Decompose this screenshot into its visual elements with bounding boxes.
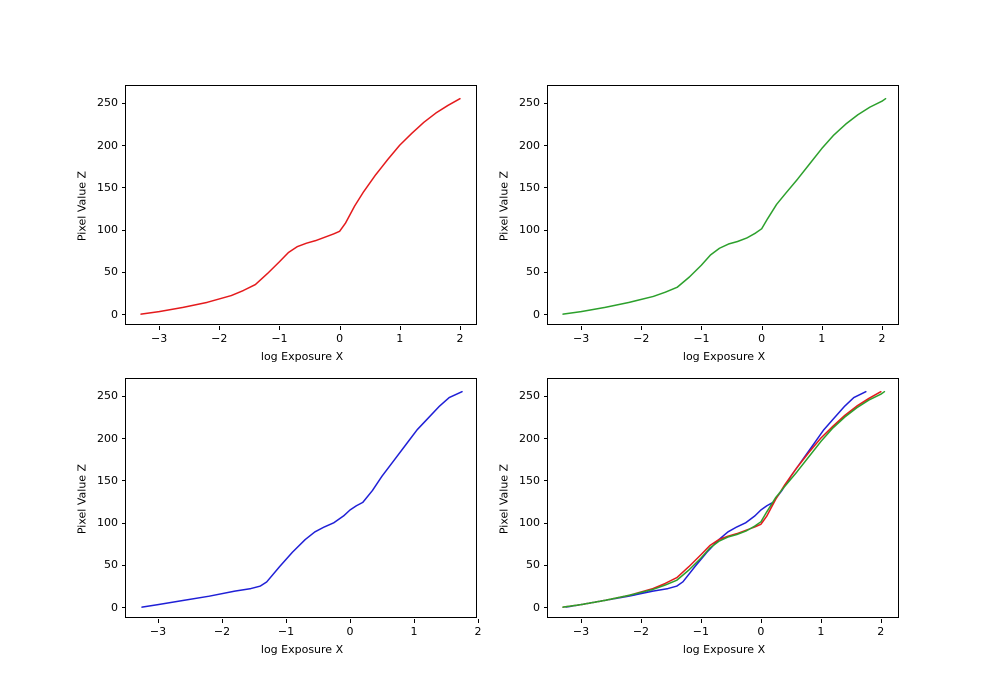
tick-mark [350, 619, 351, 623]
x-tick-label: −1 [693, 625, 709, 638]
tick-mark [414, 619, 415, 623]
tick-mark [581, 619, 582, 623]
x-tick-label: 0 [347, 625, 354, 638]
y-axis-label: Pixel Value Z [498, 464, 511, 534]
series-red-channel [141, 99, 460, 314]
x-tick-label: 2 [878, 332, 885, 345]
y-tick-label: 0 [533, 601, 540, 614]
x-tick-label: 0 [758, 332, 765, 345]
y-tick-label: 100 [97, 516, 118, 529]
series-blue-channel [142, 392, 462, 607]
plot-area [548, 379, 900, 619]
tick-mark [641, 619, 642, 623]
x-axis-label: log Exposure X [261, 643, 343, 656]
series-green-channel [563, 99, 886, 314]
x-tick-label: −2 [633, 625, 649, 638]
y-tick-label: 100 [97, 223, 118, 236]
tick-mark [701, 619, 702, 623]
x-tick-label: 0 [336, 332, 343, 345]
y-tick-label: 0 [111, 308, 118, 321]
y-tick-label: 150 [519, 474, 540, 487]
x-tick-label: −1 [693, 332, 709, 345]
tick-mark [286, 619, 287, 623]
y-axis-label: Pixel Value Z [76, 171, 89, 241]
y-tick-label: 250 [97, 389, 118, 402]
tick-mark [701, 326, 702, 330]
panel-green: 050100150200250−3−2−1012Pixel Value Zlog… [547, 85, 899, 325]
x-tick-label: −1 [278, 625, 294, 638]
figure: 050100150200250−3−2−1012Pixel Value Zlog… [0, 0, 1000, 700]
y-tick-label: 150 [519, 181, 540, 194]
y-tick-label: 200 [519, 139, 540, 152]
y-tick-label: 0 [533, 308, 540, 321]
tick-mark [881, 619, 882, 623]
x-tick-label: −3 [150, 625, 166, 638]
x-axis-label: log Exposure X [683, 643, 765, 656]
tick-mark [641, 326, 642, 330]
tick-mark [279, 326, 280, 330]
y-tick-label: 250 [519, 389, 540, 402]
x-tick-label: −3 [573, 332, 589, 345]
y-tick-label: 50 [104, 558, 118, 571]
tick-mark [340, 326, 341, 330]
x-tick-label: −3 [573, 625, 589, 638]
x-tick-label: 2 [877, 625, 884, 638]
x-tick-label: 1 [396, 332, 403, 345]
x-tick-label: 1 [817, 625, 824, 638]
x-tick-label: 1 [411, 625, 418, 638]
x-tick-label: 2 [456, 332, 463, 345]
tick-mark [821, 619, 822, 623]
y-axis-label: Pixel Value Z [498, 171, 511, 241]
x-axis-label: log Exposure X [683, 350, 765, 363]
series-red-channel [563, 392, 881, 607]
y-tick-label: 250 [97, 96, 118, 109]
x-tick-label: −1 [271, 332, 287, 345]
tick-mark [478, 619, 479, 623]
x-tick-label: −3 [151, 332, 167, 345]
tick-mark [762, 326, 763, 330]
plot-area [126, 379, 478, 619]
x-tick-label: 1 [818, 332, 825, 345]
series-green-channel [563, 392, 884, 607]
tick-mark [222, 619, 223, 623]
y-tick-label: 50 [526, 265, 540, 278]
tick-mark [761, 619, 762, 623]
tick-mark [400, 326, 401, 330]
tick-mark [158, 619, 159, 623]
plot-area [548, 86, 900, 326]
y-tick-label: 100 [519, 223, 540, 236]
x-tick-label: −2 [633, 332, 649, 345]
y-tick-label: 0 [111, 601, 118, 614]
x-tick-label: −2 [211, 332, 227, 345]
y-tick-label: 200 [519, 432, 540, 445]
y-tick-label: 50 [526, 558, 540, 571]
y-tick-label: 250 [519, 96, 540, 109]
y-tick-label: 200 [97, 432, 118, 445]
tick-mark [882, 326, 883, 330]
x-tick-label: 2 [475, 625, 482, 638]
tick-mark [581, 326, 582, 330]
panel-red: 050100150200250−3−2−1012Pixel Value Zlog… [125, 85, 477, 325]
series-blue-channel [566, 392, 866, 607]
y-tick-label: 100 [519, 516, 540, 529]
y-tick-label: 50 [104, 265, 118, 278]
tick-mark [822, 326, 823, 330]
y-tick-label: 200 [97, 139, 118, 152]
panel-blue: 050100150200250−3−2−1012Pixel Value Zlog… [125, 378, 477, 618]
panel-combined: 050100150200250−3−2−1012Pixel Value Zlog… [547, 378, 899, 618]
tick-mark [219, 326, 220, 330]
y-tick-label: 150 [97, 181, 118, 194]
y-axis-label: Pixel Value Z [76, 464, 89, 534]
x-axis-label: log Exposure X [261, 350, 343, 363]
tick-mark [159, 326, 160, 330]
x-tick-label: −2 [214, 625, 230, 638]
plot-area [126, 86, 478, 326]
tick-mark [460, 326, 461, 330]
x-tick-label: 0 [757, 625, 764, 638]
y-tick-label: 150 [97, 474, 118, 487]
